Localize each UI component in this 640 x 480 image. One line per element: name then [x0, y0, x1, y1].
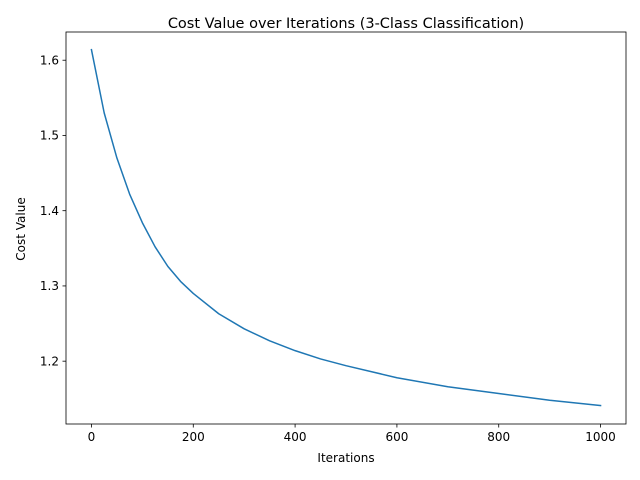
y-tick-label: 1.4 [40, 204, 59, 218]
chart-title: Cost Value over Iterations (3-Class Clas… [168, 16, 524, 32]
plot-area: 0 200 400 600 800 1000 1.2 1.3 1.4 1.5 1.6 [40, 31, 627, 444]
y-tick-label: 1.5 [40, 129, 59, 143]
y-tick-label: 1.6 [40, 53, 59, 67]
y-axis-label: Cost Value [14, 197, 28, 260]
x-tick-label: 0 [88, 430, 96, 444]
x-tick-label: 1000 [585, 430, 616, 444]
axes-frame [65, 31, 627, 425]
x-axis-label: Iterations [317, 451, 374, 465]
x-tick-label: 400 [284, 430, 307, 444]
x-tick-label: 600 [385, 430, 408, 444]
x-tick-label: 200 [182, 430, 205, 444]
y-tick-label: 1.2 [40, 354, 59, 368]
y-tick-label: 1.3 [40, 279, 59, 293]
x-tick-label: 800 [487, 430, 510, 444]
series-line-0 [90, 48, 602, 407]
